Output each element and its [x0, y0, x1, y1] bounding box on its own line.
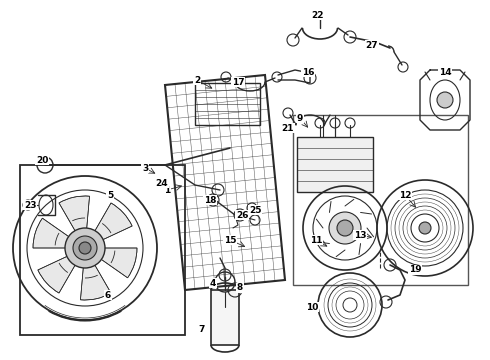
Wedge shape — [59, 196, 90, 248]
Bar — [20, 165, 185, 335]
Text: 1: 1 — [164, 185, 170, 194]
Text: 4: 4 — [210, 279, 216, 288]
Text: 8: 8 — [237, 284, 243, 292]
Text: 16: 16 — [302, 68, 314, 77]
Wedge shape — [33, 218, 85, 248]
Text: 17: 17 — [232, 77, 245, 86]
Circle shape — [437, 92, 453, 108]
Text: 27: 27 — [366, 41, 378, 50]
Text: 20: 20 — [36, 156, 48, 165]
Text: 14: 14 — [439, 68, 451, 77]
Wedge shape — [85, 248, 137, 278]
Text: 13: 13 — [354, 230, 366, 239]
Text: 22: 22 — [312, 10, 324, 19]
Text: 24: 24 — [156, 179, 168, 188]
Text: 10: 10 — [306, 302, 318, 311]
Bar — [195, 83, 260, 125]
Wedge shape — [38, 248, 85, 293]
Text: 19: 19 — [409, 266, 421, 274]
Text: 3: 3 — [142, 163, 148, 172]
Text: 11: 11 — [310, 235, 322, 244]
Text: 15: 15 — [224, 235, 236, 244]
Bar — [211, 290, 239, 345]
Circle shape — [65, 228, 105, 268]
Text: 6: 6 — [105, 291, 111, 300]
Text: 2: 2 — [194, 76, 200, 85]
Text: 7: 7 — [199, 325, 205, 334]
Wedge shape — [80, 248, 111, 300]
Circle shape — [79, 242, 91, 254]
Text: 25: 25 — [249, 206, 261, 215]
Circle shape — [419, 222, 431, 234]
Text: 5: 5 — [107, 190, 113, 199]
Text: 9: 9 — [297, 113, 303, 122]
Bar — [293, 115, 468, 285]
Text: 18: 18 — [204, 195, 216, 204]
Text: 23: 23 — [24, 201, 36, 210]
Text: 26: 26 — [236, 211, 248, 220]
Bar — [297, 137, 373, 192]
Text: 21: 21 — [282, 123, 294, 132]
Wedge shape — [85, 203, 132, 248]
Circle shape — [329, 212, 361, 244]
Circle shape — [73, 236, 97, 260]
Circle shape — [337, 220, 353, 236]
Text: 12: 12 — [399, 190, 411, 199]
